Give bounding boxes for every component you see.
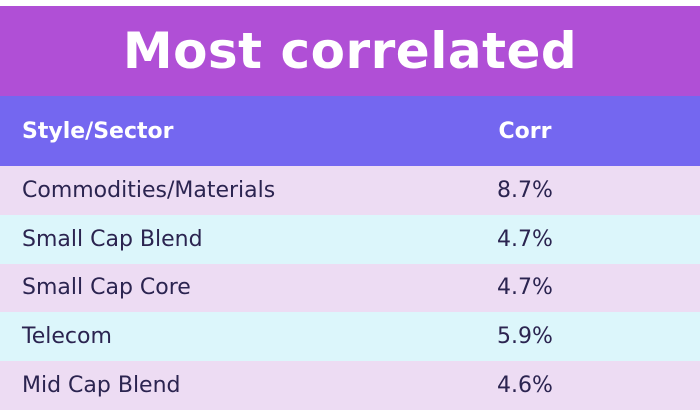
corr-cell: 5.9% <box>497 324 553 350</box>
corr-cell: 4.7% <box>497 226 553 252</box>
style-sector-cell: Mid Cap Blend <box>22 373 181 399</box>
table-row: Small Cap Core 4.7% <box>0 263 700 313</box>
table-body: Commodities/Materials 8.7% Small Cap Blend… <box>0 166 700 410</box>
style-sector-cell: Small Cap Blend <box>22 226 203 252</box>
corr-cell: 4.6% <box>497 373 553 399</box>
table-row: Small Cap Blend 4.7% <box>0 214 700 264</box>
table-row: Mid Cap Blend 4.6% <box>0 361 700 410</box>
style-sector-cell: Small Cap Core <box>22 275 191 301</box>
corr-cell: 8.7% <box>497 177 553 203</box>
table-title: Most correlated <box>122 22 578 80</box>
table-header-row: Style/Sector Corr <box>0 96 700 166</box>
column-header-corr: Corr <box>498 118 552 144</box>
table-row: Telecom 5.9% <box>0 312 700 362</box>
corr-cell: 4.7% <box>497 275 553 301</box>
column-header-style-sector: Style/Sector <box>22 118 174 144</box>
correlation-table: Style/Sector Corr Commodities/Materials 8… <box>0 96 700 410</box>
table-row: Commodities/Materials 8.7% <box>0 166 700 215</box>
style-sector-cell: Telecom <box>22 324 112 350</box>
title-bar: Most correlated <box>0 6 700 96</box>
style-sector-cell: Commodities/Materials <box>22 177 276 203</box>
